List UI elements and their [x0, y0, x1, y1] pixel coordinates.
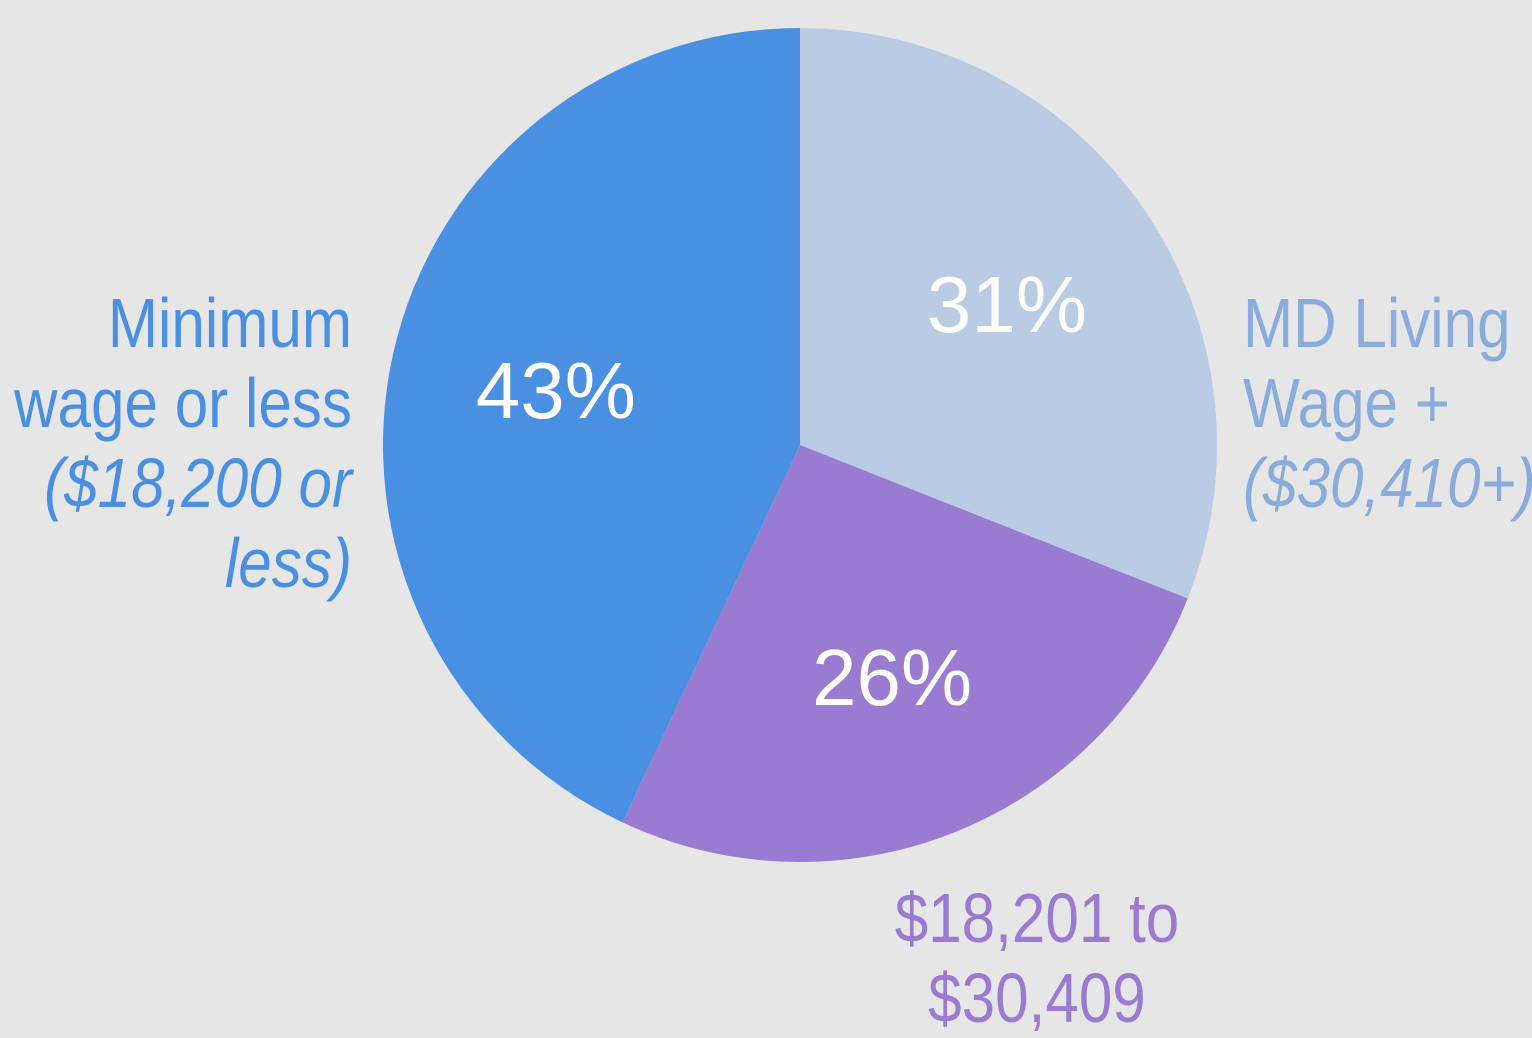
value-label: 43%	[476, 346, 636, 435]
category-label-block: Minimum wage or less ($18,200 or less)	[8, 283, 352, 603]
category-label: MD Living Wage +	[1243, 284, 1511, 442]
value-label: 31%	[927, 260, 1087, 349]
value-label: 26%	[812, 633, 972, 722]
category-label-block: MD Living Wage + ($30,410+)	[1243, 283, 1532, 523]
category-label: $18,201 to $30,409	[894, 879, 1180, 1037]
category-note: ($30,410+)	[1243, 444, 1532, 522]
pie-slice	[382, 28, 800, 823]
category-label: Minimum wage or less	[14, 284, 352, 442]
pie-slice	[622, 445, 1188, 862]
category-label-block: $18,201 to $30,409	[865, 878, 1209, 1038]
category-note: ($18,200 or less)	[44, 444, 353, 602]
pie-slice	[800, 28, 1217, 599]
